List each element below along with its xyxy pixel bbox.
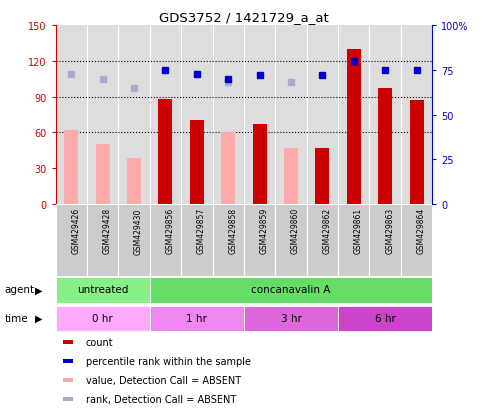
Text: GSM429859: GSM429859	[260, 208, 269, 254]
Bar	[315, 148, 329, 204]
Text: 3 hr: 3 hr	[281, 313, 301, 323]
Bar	[213, 204, 244, 276]
Bar	[378, 89, 392, 204]
Bar	[150, 278, 432, 303]
Bar	[410, 101, 424, 204]
Title: GDS3752 / 1421729_a_at: GDS3752 / 1421729_a_at	[159, 11, 329, 24]
Bar	[401, 204, 432, 276]
Text: percentile rank within the sample: percentile rank within the sample	[85, 356, 251, 366]
Text: value, Detection Call = ABSENT: value, Detection Call = ABSENT	[85, 375, 241, 385]
Bar	[338, 306, 432, 331]
Bar	[63, 359, 73, 363]
Bar	[347, 50, 361, 204]
Text: GSM429864: GSM429864	[416, 208, 426, 254]
Text: GSM429861: GSM429861	[354, 208, 363, 254]
Text: rank, Detection Call = ABSENT: rank, Detection Call = ABSENT	[85, 394, 236, 404]
Bar	[87, 204, 118, 276]
Bar	[158, 100, 172, 204]
Bar	[221, 133, 235, 204]
Bar	[253, 125, 267, 204]
Text: concanavalin A: concanavalin A	[251, 285, 331, 295]
Bar	[181, 204, 213, 276]
Text: 1 hr: 1 hr	[186, 313, 207, 323]
Text: GSM429858: GSM429858	[228, 208, 237, 254]
Bar	[56, 278, 150, 303]
Text: 0 hr: 0 hr	[92, 313, 113, 323]
Bar	[307, 204, 338, 276]
Bar	[244, 204, 275, 276]
Text: GSM429856: GSM429856	[165, 208, 174, 254]
Bar	[284, 148, 298, 204]
Bar	[56, 306, 150, 331]
Text: GSM429426: GSM429426	[71, 208, 80, 254]
Text: GSM429428: GSM429428	[103, 208, 112, 254]
Bar	[118, 204, 150, 276]
Bar	[63, 340, 73, 344]
Bar	[56, 204, 87, 276]
Bar	[150, 306, 244, 331]
Bar	[150, 204, 181, 276]
Text: agent: agent	[5, 285, 35, 295]
Text: GSM429863: GSM429863	[385, 208, 394, 254]
Text: ▶: ▶	[35, 313, 43, 323]
Bar	[63, 378, 73, 382]
Bar	[96, 145, 110, 204]
Text: ▶: ▶	[35, 285, 43, 295]
Bar	[275, 204, 307, 276]
Text: GSM429430: GSM429430	[134, 208, 143, 254]
Bar	[190, 121, 204, 204]
Text: 6 hr: 6 hr	[375, 313, 396, 323]
Text: GSM429862: GSM429862	[323, 208, 331, 254]
Bar	[338, 204, 369, 276]
Bar	[63, 397, 73, 401]
Text: GSM429857: GSM429857	[197, 208, 206, 254]
Bar	[369, 204, 401, 276]
Text: time: time	[5, 313, 28, 323]
Text: GSM429860: GSM429860	[291, 208, 300, 254]
Text: untreated: untreated	[77, 285, 128, 295]
Bar	[64, 131, 78, 204]
Text: count: count	[85, 337, 114, 347]
Bar	[244, 306, 338, 331]
Bar	[127, 159, 141, 204]
